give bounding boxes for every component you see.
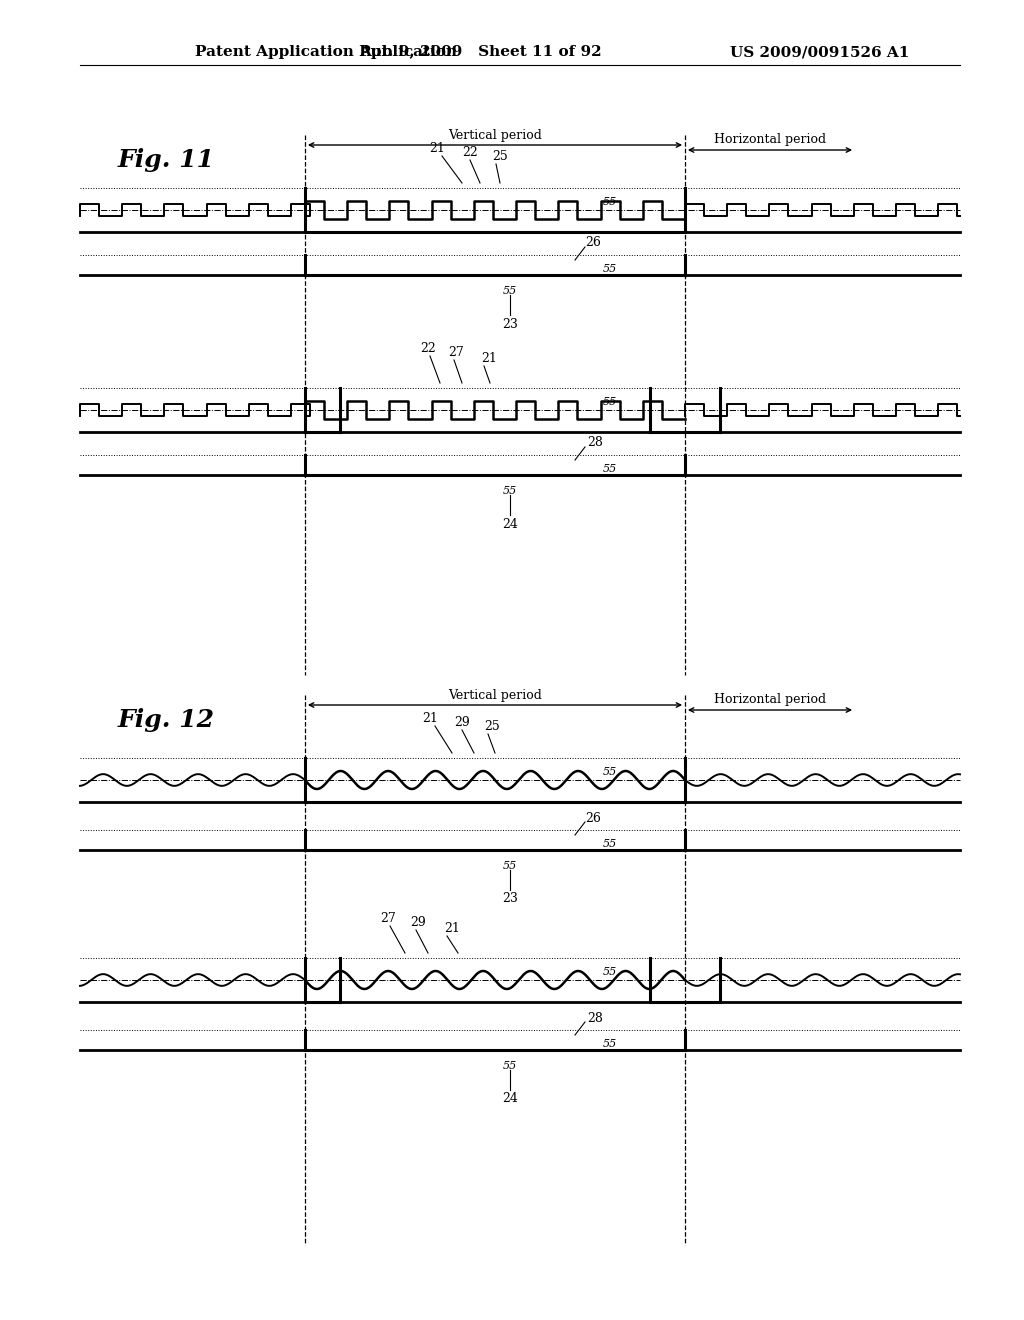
- Text: 55: 55: [603, 397, 617, 407]
- Text: 55: 55: [603, 840, 617, 849]
- Text: Fig. 11: Fig. 11: [118, 148, 215, 172]
- Text: 55: 55: [503, 1061, 517, 1071]
- Text: 29: 29: [454, 717, 470, 730]
- Text: 55: 55: [603, 968, 617, 977]
- Text: 21: 21: [422, 713, 438, 726]
- Text: 23: 23: [502, 892, 518, 906]
- Text: 55: 55: [503, 861, 517, 871]
- Text: 24: 24: [502, 517, 518, 531]
- Text: 23: 23: [502, 318, 518, 330]
- Text: 55: 55: [603, 264, 617, 275]
- Text: 22: 22: [462, 147, 478, 160]
- Text: 55: 55: [603, 465, 617, 474]
- Text: 28: 28: [587, 437, 603, 450]
- Text: Horizontal period: Horizontal period: [714, 693, 826, 706]
- Text: 21: 21: [429, 143, 445, 156]
- Text: 21: 21: [481, 352, 497, 366]
- Text: 27: 27: [380, 912, 396, 925]
- Text: Fig. 12: Fig. 12: [118, 708, 215, 733]
- Text: 29: 29: [411, 916, 426, 929]
- Text: 21: 21: [444, 923, 460, 936]
- Text: 25: 25: [493, 150, 508, 164]
- Text: Vertical period: Vertical period: [449, 689, 542, 701]
- Text: 24: 24: [502, 1093, 518, 1106]
- Text: 55: 55: [603, 1039, 617, 1049]
- Text: Vertical period: Vertical period: [449, 128, 542, 141]
- Text: US 2009/0091526 A1: US 2009/0091526 A1: [730, 45, 909, 59]
- Text: 55: 55: [503, 486, 517, 496]
- Text: 26: 26: [585, 812, 601, 825]
- Text: 55: 55: [603, 767, 617, 777]
- Text: 28: 28: [587, 1011, 603, 1024]
- Text: 55: 55: [603, 197, 617, 207]
- Text: Horizontal period: Horizontal period: [714, 133, 826, 147]
- Text: Apr. 9, 2009   Sheet 11 of 92: Apr. 9, 2009 Sheet 11 of 92: [358, 45, 601, 59]
- Text: 27: 27: [449, 346, 464, 359]
- Text: 25: 25: [484, 721, 500, 734]
- Text: 22: 22: [420, 342, 436, 355]
- Text: Patent Application Publication: Patent Application Publication: [195, 45, 457, 59]
- Text: 55: 55: [503, 286, 517, 296]
- Text: 26: 26: [585, 236, 601, 249]
